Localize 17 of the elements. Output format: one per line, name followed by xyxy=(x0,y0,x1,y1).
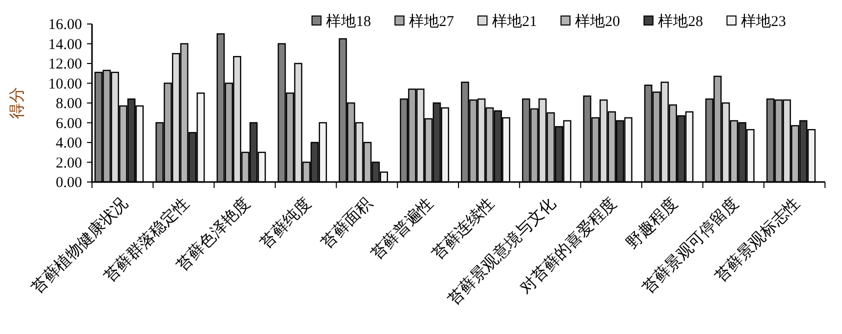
legend-label: 样地21 xyxy=(492,13,537,30)
y-tick-label: 4.00 xyxy=(56,136,82,152)
x-tick-label: 苔藓纯度 xyxy=(256,194,315,252)
y-tick-label: 10.00 xyxy=(48,76,82,92)
y-tick-label: 8.00 xyxy=(56,96,82,112)
y-axis-title: 得分 xyxy=(9,87,26,119)
y-tick-label: 14.00 xyxy=(48,36,82,53)
legend-label: 样地27 xyxy=(409,13,454,30)
y-tick-label: 6.00 xyxy=(56,116,82,132)
y-tick-label: 2.00 xyxy=(56,155,82,172)
legend-label: 样地18 xyxy=(326,13,371,30)
y-tick-label: 16.00 xyxy=(48,17,82,33)
y-tick-label: 0.00 xyxy=(56,175,82,191)
y-tick-label: 12.00 xyxy=(48,56,82,72)
legend-label: 样地23 xyxy=(741,13,786,30)
legend-label: 样地28 xyxy=(658,13,703,30)
legend-label: 样地20 xyxy=(575,13,620,30)
